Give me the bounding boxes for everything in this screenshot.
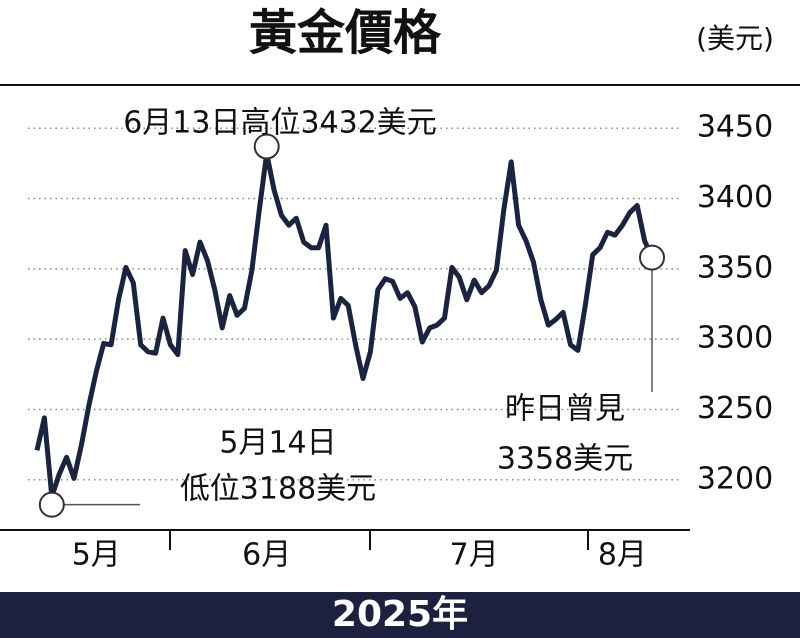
highlight-point <box>38 491 65 518</box>
annotation: 6月13日高位3432美元 <box>123 106 437 141</box>
price-line <box>34 151 655 500</box>
year-label: 2025年 <box>332 594 468 635</box>
annotation: 3358美元 <box>497 442 633 477</box>
annotation: 昨日曾見 <box>505 392 625 427</box>
x-tick-label: 7月 <box>450 538 499 573</box>
x-tick-label: 5月 <box>72 538 121 573</box>
y-tick-label: 3300 <box>697 321 773 356</box>
annotation: 5月14日 <box>219 426 336 461</box>
year-banner <box>0 592 800 638</box>
y-tick-label: 3400 <box>697 180 773 215</box>
highlight-point <box>639 244 665 271</box>
annotation: 低位3188美元 <box>180 472 376 507</box>
x-tick-label: 6月 <box>242 538 291 573</box>
x-tick-label: 8月 <box>598 538 647 573</box>
highlight-point <box>253 133 280 160</box>
unit-label: (美元) <box>696 22 774 55</box>
y-tick-label: 3250 <box>697 391 773 426</box>
chart-title: 黃金價格 <box>249 5 442 61</box>
y-tick-label: 3350 <box>697 250 773 285</box>
y-tick-label: 3200 <box>697 461 773 496</box>
y-tick-label: 3450 <box>697 110 773 145</box>
